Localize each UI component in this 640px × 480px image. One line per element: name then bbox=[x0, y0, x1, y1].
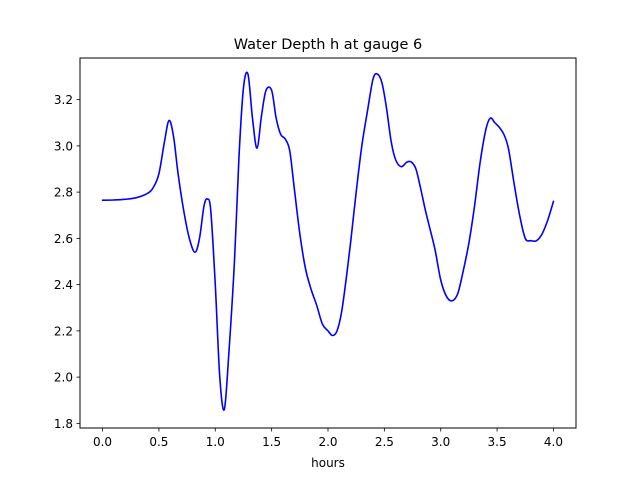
x-tick-label: 1.5 bbox=[262, 435, 281, 449]
y-axis-ticks: 1.8 2.0 2.2 2.4 2.6 2.8 3.0 3.2 bbox=[54, 93, 80, 431]
x-tick-label: 0.5 bbox=[149, 435, 168, 449]
y-tick-label: 3.2 bbox=[54, 93, 73, 107]
x-tick-label: 1.0 bbox=[206, 435, 225, 449]
x-tick-label: 3.5 bbox=[488, 435, 507, 449]
x-tick-label: 3.0 bbox=[431, 435, 450, 449]
x-tick-label: 2.5 bbox=[375, 435, 394, 449]
x-axis-ticks: 0.0 0.5 1.0 1.5 2.0 2.5 3.0 3.5 4.0 bbox=[93, 428, 563, 449]
y-tick-label: 2.0 bbox=[54, 371, 73, 385]
series-layer bbox=[101, 71, 555, 411]
x-tick-label: 0.0 bbox=[93, 435, 112, 449]
y-tick-label: 1.8 bbox=[54, 417, 73, 431]
y-tick-label: 2.8 bbox=[54, 186, 73, 200]
chart-title: Water Depth h at gauge 6 bbox=[234, 37, 422, 53]
plot-frame bbox=[79, 57, 577, 429]
y-tick-label: 3.0 bbox=[54, 139, 73, 153]
x-tick-label: 4.0 bbox=[544, 435, 563, 449]
y-tick-label: 2.6 bbox=[54, 232, 73, 246]
y-tick-label: 2.4 bbox=[54, 278, 73, 292]
x-tick-label: 2.0 bbox=[318, 435, 337, 449]
water-depth-series-line bbox=[101, 71, 555, 411]
y-tick-label: 2.2 bbox=[54, 324, 73, 338]
x-axis-label: hours bbox=[311, 456, 345, 470]
plot-area bbox=[80, 58, 576, 428]
